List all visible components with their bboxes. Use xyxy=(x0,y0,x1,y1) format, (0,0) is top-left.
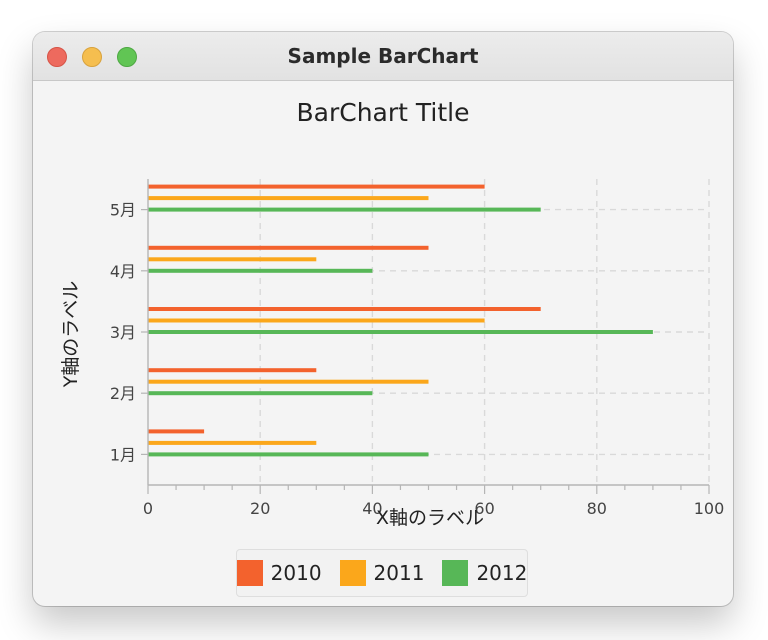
y-tick-label: 1月 xyxy=(110,445,136,464)
bar-2010-5 xyxy=(148,184,485,189)
bar-2010-3 xyxy=(148,307,541,311)
bars-layer xyxy=(148,184,653,457)
bar-2011-1 xyxy=(148,440,317,445)
y-axis-label: Y軸のラベル xyxy=(60,281,82,389)
bar-2012-3 xyxy=(148,330,653,334)
legend-item-2010: 2010 xyxy=(236,560,322,586)
x-tick-label: 100 xyxy=(694,499,725,518)
bar-2010-2 xyxy=(148,368,317,373)
chart-content: BarChart Title 0 20 40 60 80 100 1月 2月 3月 4月 5月 X軸… xyxy=(33,81,733,606)
y-tick-label: 2月 xyxy=(110,384,136,403)
axis-layer: 0 20 40 60 80 100 1月 2月 3月 4月 5月 xyxy=(110,179,724,518)
bar-2011-3 xyxy=(148,318,485,323)
window-title: Sample BarChart xyxy=(287,44,479,68)
x-tick-label: 80 xyxy=(587,499,607,518)
y-tick-label: 4月 xyxy=(110,262,136,281)
bar-2012-5 xyxy=(148,207,541,212)
legend-item-2012: 2012 xyxy=(442,560,527,586)
bar-2011-5 xyxy=(148,196,429,201)
legend-label: 2010 xyxy=(270,561,322,585)
bar-2011-2 xyxy=(148,379,429,384)
y-tick-label: 5月 xyxy=(110,201,136,220)
bar-chart: BarChart Title 0 20 40 60 80 100 1月 2月 3月 4月 5月 X軸… xyxy=(60,98,724,529)
zoom-button[interactable] xyxy=(117,47,137,67)
x-tick-label: 40 xyxy=(362,499,382,518)
x-tick-label: 60 xyxy=(474,499,494,518)
minimize-button[interactable] xyxy=(82,47,102,67)
legend-swatch xyxy=(236,560,263,586)
chart-legend: 2010 2011 2012 xyxy=(236,549,528,597)
legend-swatch xyxy=(442,560,469,586)
chart-title: BarChart Title xyxy=(297,98,470,127)
bar-2012-4 xyxy=(148,268,373,273)
legend-item-2011: 2011 xyxy=(339,560,425,586)
bar-2012-1 xyxy=(148,452,429,457)
legend-label: 2012 xyxy=(476,561,528,585)
bar-2010-1 xyxy=(148,429,205,434)
legend-swatch xyxy=(339,560,366,586)
bar-2010-4 xyxy=(148,245,429,250)
titlebar: Sample BarChart xyxy=(33,32,733,81)
bar-2011-4 xyxy=(148,257,317,262)
legend-label: 2011 xyxy=(373,561,425,585)
x-tick-label: 0 xyxy=(143,499,153,518)
x-tick-label: 20 xyxy=(250,499,270,518)
close-button[interactable] xyxy=(47,47,67,67)
y-tick-label: 3月 xyxy=(110,323,136,342)
bar-2012-2 xyxy=(148,391,373,396)
chart-window: Sample BarChart BarChart Title 0 20 40 60 80… xyxy=(33,32,733,606)
x-axis-label: X軸のラベル xyxy=(376,507,484,529)
